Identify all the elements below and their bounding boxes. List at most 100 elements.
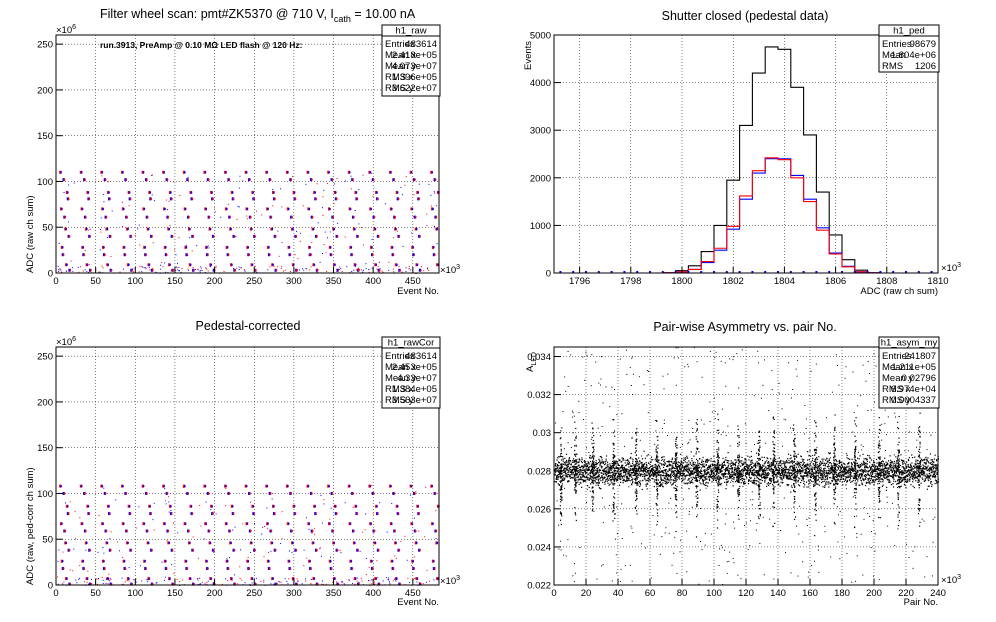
scatter-cluster [82, 567, 85, 571]
band-point [828, 468, 830, 470]
band-point [791, 486, 793, 489]
band-point [675, 465, 677, 467]
band-point [627, 473, 629, 475]
scatter-cluster [190, 191, 193, 194]
scatter-cluster [266, 207, 269, 211]
scatter-cluster [211, 505, 213, 508]
band-point [780, 481, 782, 483]
scatter-cluster [229, 529, 231, 532]
panel-title: Pair-wise Asymmetry vs. pair No. [653, 320, 836, 334]
band-point [679, 464, 682, 466]
band-point [766, 457, 768, 459]
band-point [832, 477, 835, 479]
band-point [655, 473, 657, 475]
scatter-cluster [229, 263, 233, 267]
scatter-cluster [252, 505, 255, 508]
band-point [677, 469, 679, 472]
band-point [806, 464, 808, 466]
band-point [579, 472, 581, 474]
band-point [838, 472, 840, 474]
band-point [836, 481, 838, 483]
scatter-cluster [126, 216, 128, 219]
scatter-point [289, 270, 291, 272]
band-point [716, 470, 718, 472]
band-point [655, 476, 657, 478]
band-point [680, 467, 682, 469]
stats-box: h1_ped Entries 98679 Mean 1.804e+06 RMS … [878, 24, 940, 73]
band-point [838, 459, 841, 462]
scatter-cluster [87, 505, 90, 508]
band-point [760, 475, 762, 477]
band-point [829, 452, 831, 454]
band-point [722, 477, 725, 479]
scatter-point [105, 578, 107, 580]
band-point [635, 478, 637, 481]
band-point [727, 466, 729, 468]
band-point [775, 469, 777, 471]
scatter-cluster [417, 197, 420, 201]
band-point [713, 472, 715, 474]
scatter-cluster [103, 246, 105, 249]
scatter-point [302, 205, 304, 207]
band-point [807, 471, 809, 473]
band-point [742, 464, 744, 466]
scatter-cluster [101, 171, 104, 174]
scatter-point [234, 526, 236, 528]
scatter-point [213, 207, 215, 209]
scatter-cluster [163, 207, 166, 211]
scatter-point [164, 262, 166, 264]
band-point [705, 475, 707, 478]
band-point [798, 477, 800, 479]
x-tick-label: 1796 [569, 276, 590, 287]
scatter-cluster [437, 577, 439, 580]
band-point [601, 475, 603, 477]
scatter-cluster [143, 245, 146, 249]
scatter-cluster [433, 567, 436, 570]
band-point [653, 485, 655, 488]
band-point [734, 466, 736, 469]
band-point [803, 475, 805, 477]
scatter-point [395, 580, 397, 582]
band-point [723, 462, 725, 464]
scatter-point [405, 176, 407, 178]
band-point [643, 472, 646, 475]
scatter-cluster [327, 207, 331, 211]
band-point [785, 470, 787, 473]
band-point [665, 478, 667, 480]
scatter-point [322, 196, 324, 198]
band-point [790, 477, 792, 479]
scatter-point [206, 268, 208, 270]
band-point [563, 468, 565, 470]
band-point [825, 469, 827, 472]
band-point [763, 471, 765, 473]
band-point [614, 463, 616, 465]
scatter-cluster [370, 522, 372, 525]
band-point [795, 455, 797, 457]
band-point [750, 468, 752, 470]
scatter-cluster [80, 485, 83, 488]
scatter-cluster [430, 170, 433, 174]
band-point [747, 482, 750, 485]
scatter-cluster [394, 227, 397, 231]
band-point [729, 472, 731, 474]
band-point [745, 463, 747, 465]
band-point [728, 460, 730, 462]
scatter-cluster [102, 567, 106, 571]
band-point [812, 473, 814, 475]
band-point [801, 458, 803, 460]
scatter-point [332, 577, 334, 579]
band-point [800, 466, 803, 468]
band-point [566, 474, 568, 476]
scatter-point [126, 580, 128, 582]
band-point [682, 470, 685, 472]
band-point [596, 482, 598, 484]
scatter-point [339, 549, 341, 551]
band-point [669, 468, 671, 470]
band-point [687, 467, 689, 469]
band-point [842, 466, 844, 468]
baseline-marker [917, 271, 920, 273]
scatter-cluster [170, 197, 173, 200]
band-point [681, 464, 684, 466]
band-point [798, 484, 800, 486]
scatter-cluster [85, 577, 88, 581]
